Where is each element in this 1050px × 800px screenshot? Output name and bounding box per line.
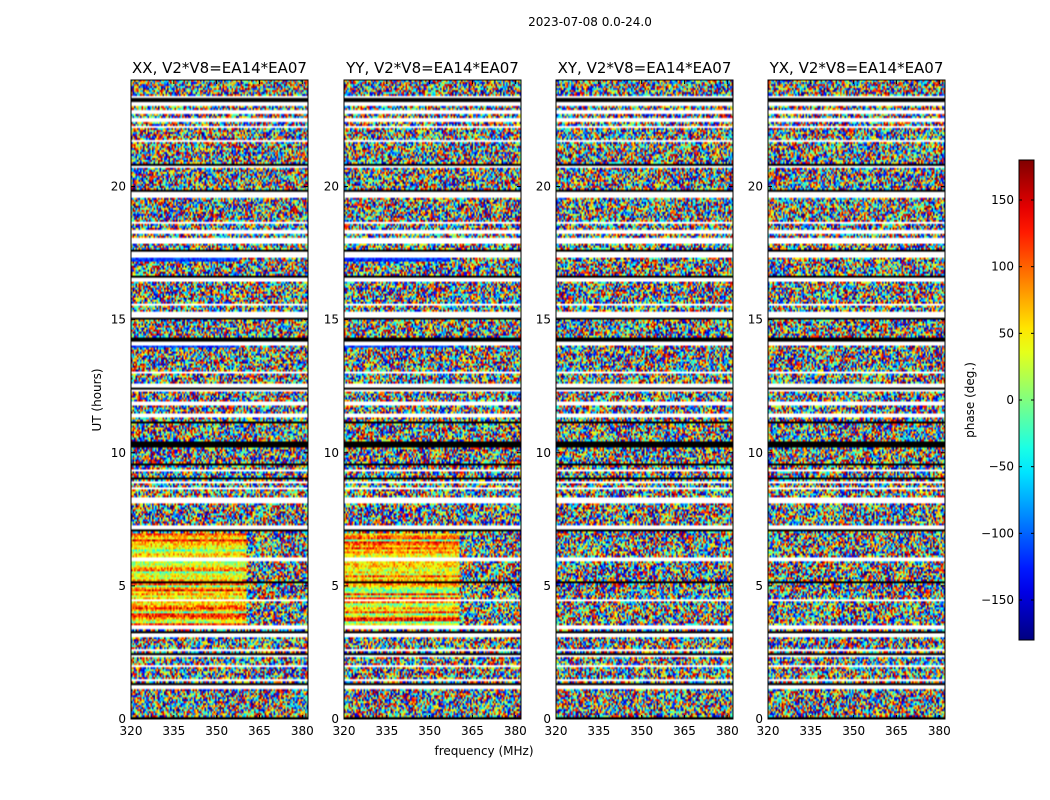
x-tick-label: 350	[842, 724, 865, 738]
panel-0: XX, V2*V8=EA14*EA07 320 335 350 365 380 0 5 10 15…	[111, 59, 314, 738]
y-tick-label: 5	[331, 579, 339, 593]
x-tick-label: 380	[291, 724, 314, 738]
x-tick-label: 350	[418, 724, 441, 738]
y-tick-label: 10	[324, 446, 339, 460]
panel-1: YY, V2*V8=EA14*EA07 320 335 350 365 380 0 5 10 15…	[324, 59, 527, 738]
heatmap-image	[344, 80, 521, 719]
x-tick-label: 320	[333, 724, 356, 738]
y-tick-label: 20	[324, 180, 339, 194]
colorbar-tick-label: 0	[1006, 393, 1014, 407]
y-tick-label: 0	[118, 712, 126, 726]
colorbar-tick-label: −100	[981, 526, 1014, 540]
y-tick-label: 20	[748, 180, 763, 194]
y-tick-label: 0	[331, 712, 339, 726]
y-tick-label: 15	[111, 313, 126, 327]
x-tick-label: 350	[205, 724, 228, 738]
y-tick-label: 0	[543, 712, 551, 726]
x-tick-label: 320	[545, 724, 568, 738]
x-tick-label: 380	[928, 724, 951, 738]
panel-frame	[130, 79, 309, 720]
panels-group: XX, V2*V8=EA14*EA07 320 335 350 365 380 0 5 10 15…	[111, 59, 951, 738]
y-tick-label: 20	[536, 180, 551, 194]
colorbar-tick-label: −150	[981, 593, 1014, 607]
y-tick-label: 20	[111, 180, 126, 194]
panel-title: YY, V2*V8=EA14*EA07	[345, 59, 519, 77]
panel-frame	[555, 79, 734, 720]
y-axis-label: UT (hours)	[90, 368, 104, 431]
x-tick-label: 335	[162, 724, 185, 738]
x-tick-label: 380	[716, 724, 739, 738]
heatmap-image	[556, 80, 733, 719]
colorbar-tick-label: 50	[999, 326, 1014, 340]
panel-title: YX, V2*V8=EA14*EA07	[769, 59, 944, 77]
panel-3: YX, V2*V8=EA14*EA07 320 335 350 365 380 0 5 10 15…	[748, 59, 951, 738]
x-tick-label: 335	[587, 724, 610, 738]
panel-title: XX, V2*V8=EA14*EA07	[132, 59, 307, 77]
x-tick-label: 320	[120, 724, 143, 738]
y-tick-label: 10	[748, 446, 763, 460]
colorbar-tick-label: 100	[991, 260, 1014, 274]
colorbar-tick-label: 150	[991, 193, 1014, 207]
colorbar-label: phase (deg.)	[963, 362, 977, 438]
x-axis-label: frequency (MHz)	[434, 744, 533, 758]
y-tick-label: 15	[324, 313, 339, 327]
x-tick-label: 320	[757, 724, 780, 738]
y-tick-label: 15	[536, 313, 551, 327]
panel-title: XY, V2*V8=EA14*EA07	[558, 59, 732, 77]
y-tick-label: 10	[111, 446, 126, 460]
colorbar: −150 −100 −50 0 50 100 150	[981, 159, 1035, 641]
y-tick-label: 15	[748, 313, 763, 327]
y-tick-label: 5	[755, 579, 763, 593]
x-tick-label: 365	[885, 724, 908, 738]
heatmap-image	[768, 80, 945, 719]
x-tick-label: 335	[375, 724, 398, 738]
x-tick-label: 365	[673, 724, 696, 738]
x-tick-label: 335	[799, 724, 822, 738]
figure-suptitle: 2023-07-08 0.0-24.0	[528, 15, 652, 29]
y-tick-label: 5	[543, 579, 551, 593]
x-tick-label: 350	[630, 724, 653, 738]
y-tick-label: 5	[118, 579, 126, 593]
heatmap-image	[131, 80, 308, 719]
y-tick-label: 0	[755, 712, 763, 726]
x-tick-label: 380	[504, 724, 527, 738]
x-tick-label: 365	[248, 724, 271, 738]
panel-frame	[343, 79, 522, 720]
colorbar-tick-label: −50	[989, 460, 1014, 474]
panel-2: XY, V2*V8=EA14*EA07 320 335 350 365 380 0 5 10 15…	[536, 59, 739, 738]
panel-frame	[767, 79, 946, 720]
x-tick-label: 365	[461, 724, 484, 738]
y-tick-label: 10	[536, 446, 551, 460]
